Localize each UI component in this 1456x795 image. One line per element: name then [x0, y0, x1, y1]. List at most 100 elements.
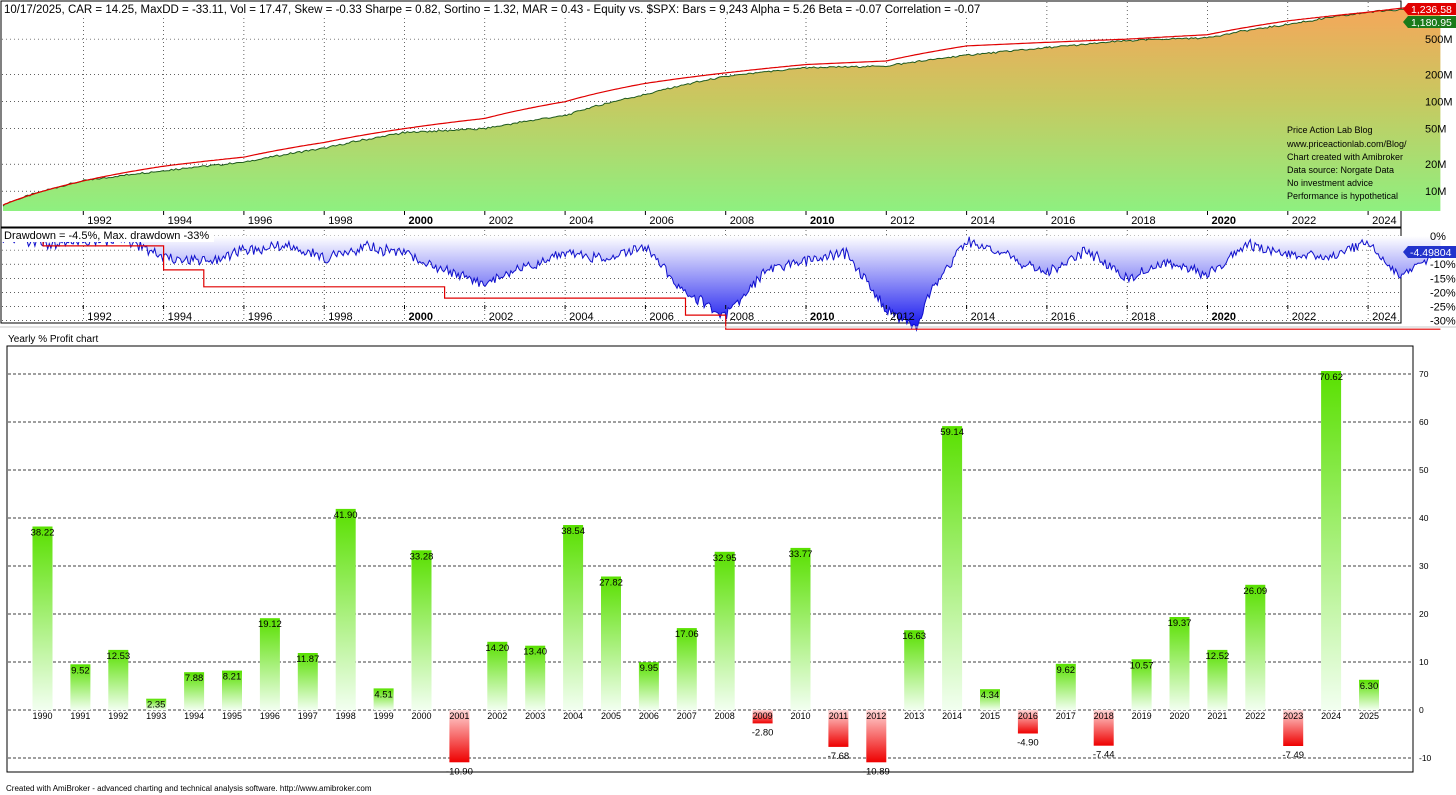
drawdown-y-tick-label: -15%	[1430, 273, 1456, 285]
yearly-value-label: 11.87	[296, 654, 319, 665]
yearly-value-label: 6.30	[1360, 681, 1379, 692]
last-value-top-marker	[1403, 3, 1456, 15]
yearly-bar	[1017, 710, 1038, 734]
yearly-category-label: 2021	[1207, 711, 1227, 721]
yearly-bar	[297, 653, 318, 710]
yearly-bar	[259, 618, 280, 710]
yearly-category-label: 1993	[146, 711, 166, 721]
drawdown-x-tick-label: 2014	[971, 311, 995, 323]
drawdown-x-tick-label: 2022	[1292, 311, 1316, 323]
yearly-value-labels: 38.22 9.52 12.53 2.35 7.88 8.21 19.12 11.87 41.9…	[31, 372, 1379, 777]
yearly-y-tick-label: 40	[1419, 513, 1429, 523]
yearly-value-label: 17.06	[675, 629, 699, 640]
yearly-category-label: 1998	[336, 711, 356, 721]
drawdown-x-tick-label: 2012	[890, 311, 914, 323]
yearly-bar	[335, 508, 356, 710]
equity-x-tick-label: 2012	[890, 215, 914, 227]
yearly-bar	[904, 630, 925, 710]
last-value-badge-top: 1,236.58	[1403, 3, 1456, 16]
yearly-value-label: 7.88	[185, 673, 204, 684]
yearly-value-label: 38.54	[561, 526, 585, 537]
last-value-top: 1,236.58	[1411, 4, 1452, 16]
note-line: Price Action Lab Blog	[1287, 125, 1373, 135]
yearly-value-label: 4.51	[374, 689, 393, 700]
drawdown-y-axis: 0%-5%-10%-15%-20%-25%-30%	[1430, 231, 1456, 328]
drawdown-x-tick-label: 2004	[569, 311, 593, 323]
yearly-category-label: 1990	[32, 711, 52, 721]
yearly-bar	[1131, 659, 1152, 710]
equity-y-tick-label: 100M	[1425, 97, 1453, 109]
yearly-bar	[108, 649, 129, 710]
yearly-value-label: 41.90	[334, 510, 358, 521]
yearly-value-label: 70.62	[1319, 372, 1343, 383]
yearly-bar	[1093, 710, 1114, 746]
yearly-category-label: 2006	[639, 711, 659, 721]
yearly-value-label: 38.22	[31, 528, 55, 539]
drawdown-x-tick-label: 2010	[810, 311, 834, 323]
equity-x-tick-label: 1998	[328, 215, 352, 227]
yearly-value-label: 19.12	[258, 619, 282, 630]
yearly-bar	[411, 550, 432, 710]
equity-x-tick-label: 2018	[1131, 215, 1155, 227]
yearly-value-label: -7.49	[1282, 750, 1304, 761]
drawdown-x-tick-label: 2016	[1051, 311, 1075, 323]
yearly-value-label: 13.40	[523, 647, 547, 658]
drawdown-x-tick-label: 1998	[328, 311, 352, 323]
yearly-panel-frame	[6, 345, 1414, 773]
yearly-value-label: -2.80	[752, 727, 774, 738]
equity-header: 10/17/2025, CAR = 14.25, MaxDD = -33.11,…	[4, 4, 980, 16]
yearly-value-label: 27.82	[599, 578, 623, 589]
yearly-bar	[1321, 371, 1342, 710]
equity-x-tick-label: 2006	[649, 215, 673, 227]
yearly-value-label: 12.52	[1206, 651, 1230, 662]
yearly-bar	[866, 710, 887, 763]
yearly-category-label: 1996	[260, 711, 280, 721]
drawdown-y-tick-label: -25%	[1430, 302, 1456, 314]
drawdown-x-tick-label: 1994	[168, 311, 192, 323]
yearly-bar	[1055, 663, 1076, 710]
yearly-bar	[32, 526, 53, 710]
equity-x-tick-label: 2022	[1292, 215, 1316, 227]
yearly-category-label: 2009	[753, 711, 773, 721]
yearly-category-label: 2010	[790, 711, 810, 721]
yearly-value-label: 14.20	[485, 643, 509, 654]
yearly-panel: Yearly % Profit chart 706050403020100-10…	[0, 326, 1456, 777]
yearly-y-tick-label: -10	[1419, 753, 1432, 763]
yearly-category-label: 2016	[1018, 711, 1038, 721]
drawdown-last-value: -4.49804	[1410, 247, 1452, 259]
yearly-value-label: -10.90	[446, 766, 473, 777]
yearly-bars	[32, 371, 1379, 763]
equity-header-bg	[2, 2, 982, 16]
equity-x-tick-label: 2020	[1212, 215, 1236, 227]
yearly-category-label: 1999	[374, 711, 394, 721]
yearly-category-label: 2019	[1132, 711, 1152, 721]
yearly-bar	[601, 576, 621, 710]
yearly-category-label: 2005	[601, 711, 621, 721]
drawdown-x-tick-label: 2002	[489, 311, 513, 323]
yearly-value-label: 16.63	[902, 631, 926, 642]
equity-x-tick-label: 2014	[971, 215, 995, 227]
yearly-bar	[449, 710, 470, 763]
yearly-category-label: 2003	[525, 711, 545, 721]
drawdown-x-tick-label: 2018	[1131, 311, 1155, 323]
equity-x-axis: 1992 1994 1996 1998 2000 2002 2004 2006 2008 2010…	[82, 211, 1397, 227]
yearly-bar	[563, 525, 584, 710]
yearly-value-label: 33.28	[410, 551, 434, 562]
yearly-bar	[1169, 617, 1190, 710]
yearly-bar	[638, 662, 659, 710]
yearly-category-label: 1997	[298, 711, 318, 721]
yearly-value-label: 19.37	[1168, 618, 1192, 629]
yearly-category-label: 2022	[1245, 711, 1265, 721]
drawdown-area	[3, 236, 1441, 331]
drawdown-y-tick-label: -10%	[1430, 259, 1456, 271]
yearly-category-label: 2017	[1056, 711, 1076, 721]
yearly-value-label: -4.90	[1017, 738, 1039, 749]
yearly-value-label: 9.52	[71, 665, 90, 676]
note-line: Data source: Norgate Data	[1287, 165, 1394, 175]
yearly-category-label: 2004	[563, 711, 583, 721]
yearly-value-label: 33.77	[789, 549, 813, 560]
equity-x-tick-label: 1994	[168, 215, 192, 227]
yearly-value-label: 9.62	[1057, 665, 1076, 676]
yearly-y-tick-label: 20	[1419, 609, 1429, 619]
yearly-category-label: 2002	[487, 711, 507, 721]
